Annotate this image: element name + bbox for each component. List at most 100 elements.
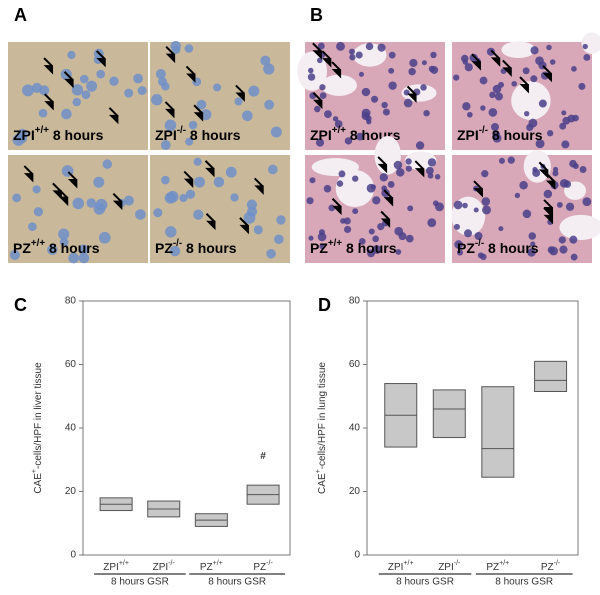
group-label: 8 hours GSR — [396, 577, 454, 588]
nucleus — [403, 98, 413, 108]
nucleus — [196, 99, 207, 110]
nucleus — [370, 184, 376, 190]
nucleus — [558, 236, 566, 244]
nucleus — [571, 66, 577, 72]
arrow — [58, 188, 69, 207]
nucleus — [246, 199, 257, 210]
arrow — [23, 165, 34, 183]
nucleus — [532, 166, 538, 173]
panel-label: B — [310, 5, 323, 25]
nucleus — [382, 108, 390, 116]
nucleus — [12, 193, 22, 203]
nucleus — [361, 87, 371, 97]
arrow — [165, 45, 176, 64]
nucleus — [395, 249, 402, 255]
nucleus — [466, 111, 473, 118]
nucleus — [308, 235, 314, 241]
nucleus — [248, 85, 260, 97]
nucleus — [453, 200, 463, 210]
arrow — [406, 85, 417, 103]
arrow — [545, 172, 556, 190]
micrograph — [8, 42, 148, 150]
nucleus — [86, 80, 98, 92]
nucleus — [498, 226, 504, 232]
nucleus — [316, 57, 323, 64]
nucleus — [486, 47, 496, 56]
nucleus — [307, 73, 316, 81]
nucleus — [33, 207, 44, 217]
nucleus — [247, 206, 258, 217]
nucleus — [524, 110, 530, 117]
nucleus — [415, 141, 425, 150]
arrow — [43, 57, 54, 75]
y-tick-label: 40 — [349, 423, 361, 434]
nucleus — [396, 168, 405, 177]
nucleus — [427, 158, 437, 167]
nucleus — [570, 253, 578, 261]
x-tick-label: ZPI+/+ — [388, 560, 414, 572]
nucleus — [511, 81, 517, 87]
arrow — [312, 42, 322, 60]
nucleus — [184, 44, 194, 53]
nucleus — [9, 249, 20, 260]
nucleus — [93, 176, 105, 188]
nucleus — [349, 54, 356, 61]
nucleus — [561, 140, 570, 149]
nucleus — [434, 174, 441, 180]
nucleus — [344, 225, 352, 234]
group-label: 8 hours GSR — [208, 577, 266, 588]
nucleus — [160, 140, 171, 150]
nucleus — [352, 175, 359, 182]
nucleus — [379, 173, 388, 182]
nucleus — [519, 181, 528, 190]
x-tick-label: PZ-/- — [253, 560, 273, 572]
nucleus — [381, 101, 388, 109]
nucleus — [388, 81, 397, 90]
nucleus — [543, 189, 553, 199]
nucleus — [230, 193, 239, 202]
nucleus — [68, 252, 79, 264]
arrow — [502, 59, 512, 77]
x-tick-label: PZ+/+ — [200, 560, 223, 572]
nucleus — [213, 83, 222, 92]
nucleus — [253, 225, 263, 235]
nucleus — [334, 120, 343, 128]
nucleus — [473, 207, 479, 213]
arrow — [185, 65, 196, 83]
nucleus — [559, 122, 567, 130]
nucleus — [328, 204, 336, 212]
nucleus — [368, 228, 375, 235]
nucleus — [193, 209, 204, 220]
nucleus — [480, 105, 486, 111]
nucleus — [421, 60, 427, 66]
y-tick-label: 60 — [65, 359, 77, 370]
nucleus — [479, 76, 488, 85]
nucleus — [462, 202, 468, 209]
panel-label: D — [318, 295, 331, 315]
nucleus — [200, 109, 212, 121]
micrograph-label: ZPI+/+ 8 hours — [13, 125, 104, 143]
nucleus — [225, 166, 237, 178]
nucleus — [31, 82, 43, 94]
nucleus — [352, 208, 359, 215]
nucleus — [408, 67, 416, 76]
nucleus — [78, 252, 90, 264]
nucleus — [123, 195, 134, 206]
nucleus — [348, 48, 355, 55]
nucleus — [151, 94, 163, 106]
micrograph-label: PZ+/+ 8 hours — [13, 238, 100, 256]
nucleus — [67, 50, 76, 60]
nucleus — [340, 218, 346, 224]
nucleus — [462, 102, 471, 111]
arrow — [377, 156, 388, 174]
nucleus — [559, 245, 568, 254]
nucleus — [489, 91, 496, 99]
nucleus — [276, 215, 286, 225]
nucleus — [78, 244, 89, 255]
nucleus — [81, 90, 91, 100]
nucleus — [569, 235, 578, 244]
nucleus — [165, 226, 177, 238]
box — [432, 389, 466, 439]
nucleus — [242, 110, 253, 122]
nucleus — [492, 84, 502, 94]
